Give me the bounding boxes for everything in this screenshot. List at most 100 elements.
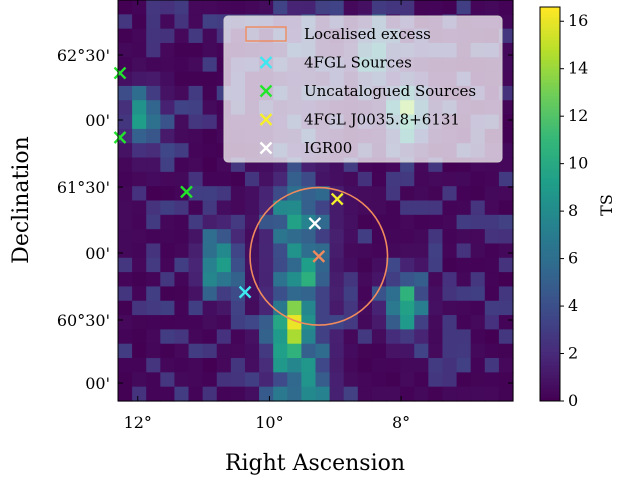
marker-excess-centre (312, 250, 326, 263)
colorbar-step (540, 348, 560, 353)
heatmap-cell (456, 214, 472, 230)
heatmap-cell (132, 300, 147, 316)
colorbar-step (540, 335, 560, 340)
heatmap-cell (160, 157, 176, 173)
heatmap-cell (329, 214, 345, 230)
axes: 12° 10° 8° 62°30' 00' 61°30' 00' 60°30' 00' (57, 0, 513, 432)
heatmap-cell (174, 343, 190, 359)
colorbar-tick-label: 6 (568, 249, 578, 268)
colorbar-step (540, 125, 560, 129)
heatmap-cell (132, 315, 147, 330)
heatmap-cell (442, 372, 458, 388)
colorbar-step (540, 167, 560, 172)
heatmap-cell (118, 329, 133, 345)
heatmap-cell (484, 186, 500, 202)
heatmap-cell (230, 272, 246, 288)
heatmap-cell (188, 243, 204, 259)
heatmap-cell (343, 229, 359, 245)
heatmap-cell (484, 286, 500, 302)
heatmap-cell (428, 272, 444, 288)
heatmap-cell (371, 257, 387, 273)
heatmap-cell (456, 300, 472, 316)
heatmap-cell (498, 114, 514, 130)
heatmap-cell (132, 28, 147, 44)
heatmap-cell (132, 0, 147, 15)
localised-excess-circle (249, 186, 389, 326)
heatmap-cell (132, 143, 147, 159)
heatmap-cell (216, 229, 232, 245)
heatmap-cell (146, 28, 161, 44)
colorbar-step (540, 46, 560, 51)
colorbar-step (540, 62, 560, 67)
colorbar-tick-label: 8 (568, 201, 578, 220)
heatmap-cell (259, 0, 274, 15)
heatmap-cell (174, 329, 190, 345)
colorbar-step (540, 253, 560, 258)
colorbar-step (540, 397, 560, 402)
heatmap-cell (118, 358, 133, 373)
colorbar-step (540, 295, 560, 300)
heatmap-cell (428, 300, 444, 316)
heatmap-cell (386, 300, 401, 316)
heatmap-cell (132, 71, 147, 87)
heatmap-cell (273, 315, 288, 330)
colorbar-step (540, 236, 560, 241)
colorbar-step (540, 374, 560, 379)
heatmap-cell (357, 315, 373, 330)
heatmap-cell (456, 272, 472, 288)
heatmap-cell (160, 372, 176, 388)
colorbar-step (540, 361, 560, 366)
heatmap-cell (132, 286, 147, 302)
heatmap-cell (400, 372, 415, 388)
heatmap-cell (498, 214, 514, 230)
colorbar-step (540, 220, 560, 225)
legend-label: 4FGL J0035.8+6131 (304, 111, 460, 129)
heatmap-cell (132, 171, 147, 187)
heatmap-cell (160, 71, 176, 87)
heatmap-cell (216, 329, 232, 345)
heatmap-cell (160, 57, 176, 73)
heatmap-cell (470, 186, 486, 202)
heatmap-cell (371, 243, 387, 259)
heatmap-cell (301, 343, 317, 359)
colorbar-step (540, 384, 560, 389)
heatmap-cell (132, 358, 147, 373)
heatmap-cell (470, 200, 486, 216)
colorbar-step (540, 282, 560, 287)
heatmap-cell (132, 343, 147, 359)
heatmap-cell (470, 286, 486, 302)
heatmap-cell (216, 186, 232, 202)
heatmap-cell (146, 214, 161, 230)
heatmap-cell (456, 329, 472, 345)
heatmap-cell (174, 85, 190, 101)
marker-igr00 (308, 217, 322, 230)
legend-entry: Uncatalogued Sources (259, 82, 476, 100)
heatmap-cell (315, 372, 331, 388)
heatmap-cell (456, 0, 472, 15)
heatmap-cell (132, 214, 147, 230)
heatmap-cell (202, 157, 218, 173)
heatmap-cell (371, 300, 387, 316)
heatmap-cell (118, 42, 133, 58)
heatmap-cell (498, 171, 514, 187)
heatmap-cell (343, 171, 359, 187)
heatmap-cell (118, 372, 133, 388)
heatmap-cell (428, 358, 444, 373)
heatmap-cell (287, 0, 302, 15)
colorbar-tick-label: 10 (568, 154, 588, 173)
heatmap-cell (371, 329, 387, 345)
heatmap-cell (244, 257, 260, 273)
colorbar-step (540, 233, 560, 238)
heatmap-cell (456, 186, 472, 202)
colorbar-step (540, 286, 560, 290)
heatmap-cell (118, 257, 133, 273)
heatmap-cell (273, 343, 288, 359)
heatmap-cell (132, 114, 147, 130)
heatmap-cell (118, 0, 133, 15)
colorbar-frame (539, 6, 561, 402)
colorbar-step (540, 341, 560, 346)
heatmap-cell (442, 257, 458, 273)
colorbar-step (540, 223, 560, 228)
colorbar-step (540, 7, 560, 11)
heatmap-cell (498, 329, 514, 345)
